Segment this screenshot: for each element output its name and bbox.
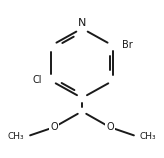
Text: O: O <box>106 122 114 132</box>
Text: CH₃: CH₃ <box>139 132 156 141</box>
Text: N: N <box>78 18 86 28</box>
Text: O: O <box>50 122 58 132</box>
Text: CH₃: CH₃ <box>8 132 25 141</box>
Text: Br: Br <box>122 40 133 50</box>
Text: Cl: Cl <box>32 75 42 85</box>
